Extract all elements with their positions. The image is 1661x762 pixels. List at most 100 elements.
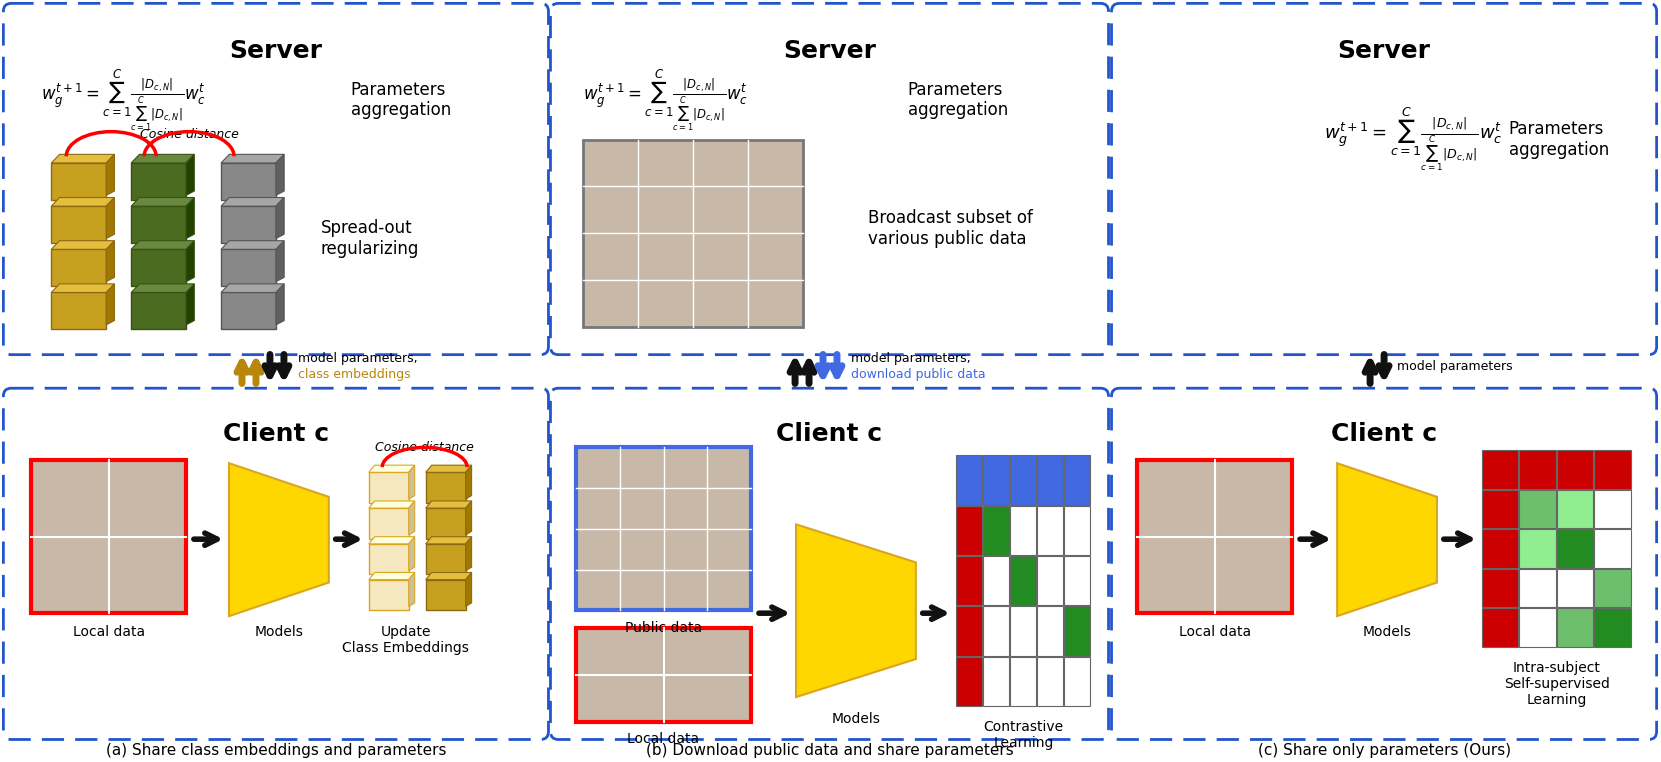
Text: download public data: download public data [850,368,985,381]
Bar [51,207,106,243]
Polygon shape [425,536,472,544]
Polygon shape [186,284,194,325]
Polygon shape [221,284,284,293]
Bar [1482,568,1518,607]
FancyBboxPatch shape [1111,388,1656,739]
FancyBboxPatch shape [550,388,1108,739]
FancyBboxPatch shape [3,3,548,354]
Bar [1063,456,1090,504]
Bar [983,506,1008,555]
Text: Local data: Local data [1179,625,1251,639]
Polygon shape [425,572,472,580]
Polygon shape [229,463,329,616]
Bar [131,207,186,243]
Polygon shape [51,241,115,249]
Bar [1036,556,1063,605]
Text: model parameters,: model parameters, [297,352,417,365]
Bar [983,456,1008,504]
Text: Server: Server [229,39,322,62]
Polygon shape [369,465,415,472]
Text: Models: Models [832,712,880,726]
Text: Update
Class Embeddings: Update Class Embeddings [342,625,468,655]
Bar [1063,607,1090,655]
Text: $w_g^{t+1} = \sum_{c=1}^{C} \frac{|D_{c,N}|}{\sum_{c=1}^{C}|D_{c,N}|} w_c^t$: $w_g^{t+1} = \sum_{c=1}^{C} \frac{|D_{c,… [1324,106,1503,174]
Bar [955,456,982,504]
Bar [425,580,465,610]
Polygon shape [1337,463,1437,616]
Polygon shape [276,284,284,325]
Bar [1063,556,1090,605]
Text: Public data: Public data [625,621,703,635]
Bar [1520,608,1556,647]
Bar [369,472,409,503]
Bar [131,163,186,200]
Bar [983,556,1008,605]
Bar [955,607,982,655]
Bar [1595,608,1631,647]
Bar [1595,568,1631,607]
Polygon shape [276,197,284,239]
Bar [51,163,106,200]
Polygon shape [51,197,115,207]
Text: Local data: Local data [628,732,699,745]
Polygon shape [106,241,115,282]
Text: class embeddings: class embeddings [297,368,410,381]
Polygon shape [51,284,115,293]
Bar [131,249,186,286]
Polygon shape [276,241,284,282]
Bar [1010,506,1036,555]
Text: Spread-out
regularizing: Spread-out regularizing [321,219,419,258]
Polygon shape [131,197,194,207]
Text: model parameters,: model parameters, [850,352,970,365]
Bar [1482,490,1518,528]
Text: (c) Share only parameters (Ours): (c) Share only parameters (Ours) [1257,744,1510,758]
Bar [1520,490,1556,528]
Bar [1595,530,1631,568]
Bar [1520,568,1556,607]
Text: Models: Models [1362,625,1412,639]
Bar [1010,556,1036,605]
Polygon shape [425,501,472,508]
Polygon shape [409,501,415,535]
Text: Parameters
aggregation: Parameters aggregation [350,81,452,120]
Text: $w_g^{t+1} = \sum_{c=1}^{C} \frac{|D_{c,N}|}{\sum_{c=1}^{C}|D_{c,N}|} w_c^t$: $w_g^{t+1} = \sum_{c=1}^{C} \frac{|D_{c,… [42,68,206,133]
Polygon shape [186,155,194,195]
Polygon shape [409,572,415,607]
Bar [1556,490,1593,528]
FancyBboxPatch shape [550,3,1108,354]
Bar [1520,450,1556,489]
Bar [955,556,982,605]
Text: Server: Server [782,39,875,62]
Text: Cosine distance: Cosine distance [140,128,239,141]
Text: Client c: Client c [1330,421,1437,446]
Bar [983,657,1008,706]
Polygon shape [221,155,284,163]
Polygon shape [465,572,472,607]
Polygon shape [131,241,194,249]
Bar [51,249,106,286]
Text: Client c: Client c [223,421,329,446]
Text: Parameters
aggregation: Parameters aggregation [909,81,1008,120]
Bar [1520,530,1556,568]
Bar [131,293,186,329]
Text: Contrastive
Learning: Contrastive Learning [983,720,1063,750]
Polygon shape [221,197,284,207]
Bar [1063,657,1090,706]
Bar [1010,456,1036,504]
Polygon shape [369,501,415,508]
Bar [369,580,409,610]
Polygon shape [369,536,415,544]
Bar [955,506,982,555]
Polygon shape [106,197,115,239]
Bar [51,293,106,329]
Bar [576,447,751,610]
Bar [1036,506,1063,555]
Bar [1063,506,1090,555]
Polygon shape [425,465,472,472]
Bar [32,460,186,613]
Bar [221,207,276,243]
Polygon shape [186,241,194,282]
FancyBboxPatch shape [3,388,548,739]
Bar [955,657,982,706]
Bar [1138,460,1292,613]
